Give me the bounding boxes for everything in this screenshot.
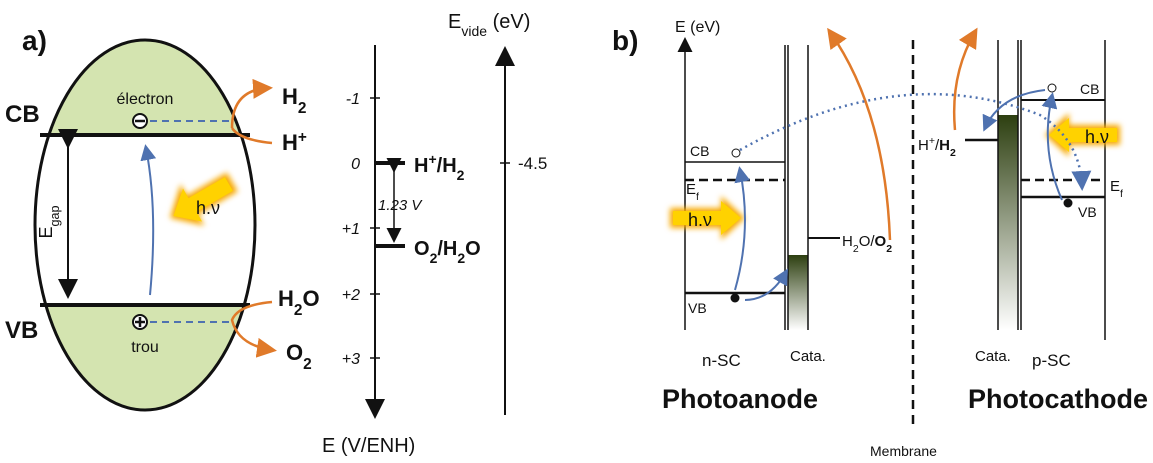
semiconductor-label: n-SC xyxy=(702,351,741,370)
light-arrow xyxy=(1045,113,1120,157)
tick-label: +1 xyxy=(342,221,360,238)
vacuum-label: Evide (eV) xyxy=(448,11,530,39)
vb-label: VB xyxy=(5,317,38,344)
gap-label: Egap xyxy=(36,205,62,238)
photoanode-title: Photoanode xyxy=(662,384,818,414)
electron xyxy=(731,148,741,158)
tick-label: 0 xyxy=(351,156,360,173)
o2-label: O2 xyxy=(286,340,312,373)
semiconductor-label: p-SC xyxy=(1032,351,1071,370)
electron-flow xyxy=(739,92,1092,191)
h-plus-label: H+ xyxy=(282,129,307,156)
light-label: h.ν xyxy=(1085,127,1109,147)
oxidation-arrow xyxy=(230,300,277,358)
hydrogen-arrow xyxy=(952,27,978,131)
hole xyxy=(730,293,740,303)
tick-label: +2 xyxy=(342,287,360,304)
excitation-arrow xyxy=(734,166,751,291)
couple-label: H+/H2 xyxy=(918,135,956,159)
voltage-label: 1.23 V xyxy=(378,197,423,214)
cb-label: CB xyxy=(5,101,40,128)
semiconductor xyxy=(33,38,257,412)
h-couple: H+/H2 xyxy=(414,151,465,183)
hole-label: trou xyxy=(131,339,159,356)
h2o-label: H2O xyxy=(278,286,320,319)
tick-label: -1 xyxy=(346,91,360,108)
panel-b: b) E (eV) CB Ef VB H2O/O2 h.ν n-SC Cata.… xyxy=(612,19,1148,459)
anode-catalyst-fill xyxy=(788,255,808,330)
light-arrow xyxy=(170,172,238,226)
cathode-catalyst-fill xyxy=(998,115,1018,330)
reduction-arrow xyxy=(230,78,273,129)
o-couple: O2/H2O xyxy=(414,238,481,266)
catalyst-label: Cata. xyxy=(790,348,826,365)
cb-label: CB xyxy=(690,143,709,159)
light-arrow xyxy=(670,196,745,240)
fermi-label: Ef xyxy=(1110,178,1123,200)
panel-label: a) xyxy=(22,25,47,56)
excitation-arrow xyxy=(140,144,157,296)
oxygen-arrow xyxy=(827,27,892,241)
catalyst-label: Cata. xyxy=(975,348,1011,365)
tick-label: +3 xyxy=(342,351,360,368)
vb-label: VB xyxy=(1078,204,1097,220)
cb-label: CB xyxy=(1080,81,1099,97)
photocathode-title: Photocathode xyxy=(968,384,1148,414)
membrane-label: Membrane xyxy=(870,443,937,459)
hole xyxy=(1063,198,1073,208)
electron-transfer xyxy=(982,89,1046,132)
h2-label: H2 xyxy=(282,84,306,117)
vb-label: VB xyxy=(688,300,707,316)
reduction-arrow-tail xyxy=(230,127,273,145)
fermi-label: Ef xyxy=(686,181,699,203)
excitation-arrow xyxy=(1041,92,1063,201)
panel-a: a) CB VB électron trou Egap h.ν H2 H+ H2… xyxy=(5,11,547,457)
axis-label: E (V/ENH) xyxy=(322,435,415,457)
light-label: h.ν xyxy=(196,198,220,218)
electron-label: électron xyxy=(117,91,174,108)
couple-label: H2O/O2 xyxy=(842,233,892,255)
vacuum-value: -4.5 xyxy=(518,154,547,173)
panel-label: b) xyxy=(612,25,638,56)
electron xyxy=(1047,83,1057,93)
hole-transfer xyxy=(744,268,788,301)
light-label: h.ν xyxy=(688,210,712,230)
energy-axis-label: E (eV) xyxy=(675,19,720,36)
